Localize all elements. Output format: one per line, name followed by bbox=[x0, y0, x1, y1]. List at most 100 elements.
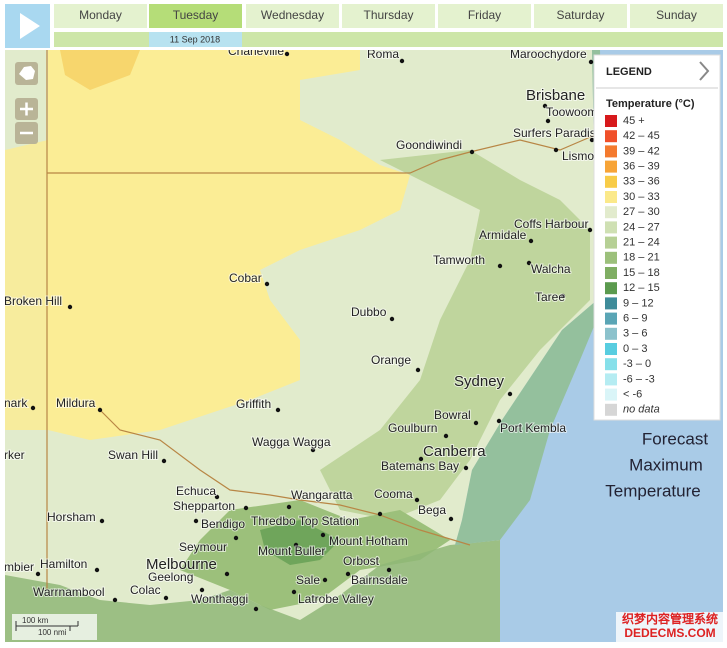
place-dot bbox=[469, 149, 475, 155]
place-dot bbox=[253, 606, 259, 612]
legend-items: 45 + 42 – 45 39 – 42 36 – 39 33 – 36 30 – 33 2… bbox=[605, 115, 660, 416]
place-label: Orbost bbox=[343, 554, 380, 568]
place-dot bbox=[507, 391, 513, 397]
legend-toggle[interactable] bbox=[699, 61, 710, 81]
day-tab[interactable] bbox=[149, 4, 242, 28]
place-dot bbox=[443, 433, 449, 439]
watermark: DEDECMS.COM bbox=[624, 626, 715, 640]
place-label: rker bbox=[4, 448, 25, 462]
day-tab[interactable] bbox=[630, 4, 723, 28]
legend-swatch bbox=[605, 343, 617, 355]
watermark: 织梦内容管理系统 bbox=[622, 611, 718, 626]
australia-icon bbox=[19, 66, 35, 80]
place-dot bbox=[35, 571, 41, 577]
day-tabs: Monday Tuesday Wednesday Thursday Friday Satu… bbox=[54, 4, 723, 28]
place-label: Batemans Bay bbox=[381, 459, 459, 473]
place-dot bbox=[224, 571, 230, 577]
legend-swatch bbox=[605, 358, 617, 371]
place-label: Latrobe Valley bbox=[298, 592, 374, 606]
place-dot bbox=[322, 577, 328, 583]
place-label: Dubbo bbox=[351, 305, 387, 319]
place-label: Surfers Paradise bbox=[513, 126, 603, 140]
place-dot bbox=[560, 293, 566, 299]
legend-swatch bbox=[605, 282, 617, 295]
legend-swatch bbox=[605, 267, 617, 279]
place-label: Horsham bbox=[47, 510, 96, 524]
place-dot bbox=[243, 505, 249, 511]
place-dot bbox=[293, 542, 299, 548]
legend-label: < -6 bbox=[623, 389, 642, 401]
overlay-title: Maximum bbox=[629, 455, 703, 474]
place-dot bbox=[275, 407, 281, 413]
legend-label: -6 – -3 bbox=[623, 373, 655, 385]
place-label: Seymour bbox=[179, 540, 227, 554]
legend-label: 45 + bbox=[623, 115, 645, 127]
sea-near-coast bbox=[5, 540, 500, 642]
place-label: Port Kembla bbox=[500, 421, 566, 435]
legend-label: 36 – 39 bbox=[623, 161, 660, 173]
day-tab[interactable] bbox=[438, 4, 531, 28]
legend-label: 30 – 33 bbox=[623, 191, 660, 203]
legend-label: 21 – 24 bbox=[623, 237, 660, 249]
legend-swatch bbox=[605, 388, 617, 401]
place-dot bbox=[526, 260, 532, 266]
place-label: Sydney bbox=[454, 373, 505, 390]
places: Charleville Roma MaroochydoreBrisbaneToowo… bbox=[4, 50, 612, 612]
day-label: Sunday bbox=[656, 8, 697, 22]
legend-label: 9 – 12 bbox=[623, 297, 654, 309]
place-dot bbox=[587, 227, 593, 233]
place-label: Wagga Wagga bbox=[252, 435, 331, 449]
day-label: Monday bbox=[79, 8, 122, 22]
place-label: nark bbox=[4, 396, 28, 410]
cold-zone bbox=[260, 520, 340, 565]
place-dot bbox=[377, 511, 383, 517]
hot-zone bbox=[60, 50, 140, 90]
place-label: Mildura bbox=[56, 396, 96, 410]
legend-swatch bbox=[605, 130, 617, 143]
legend-swatch bbox=[605, 327, 617, 340]
place-label: Walcha bbox=[531, 262, 571, 276]
day-tab[interactable] bbox=[246, 4, 339, 28]
place-label: Bega bbox=[418, 503, 446, 517]
place-label: Goondiwindi bbox=[396, 138, 462, 152]
place-dot bbox=[545, 118, 551, 124]
legend-label: 39 – 42 bbox=[623, 145, 660, 157]
legend-swatch bbox=[605, 297, 617, 310]
place-label: Bendigo bbox=[201, 517, 245, 531]
place-label: Shepparton bbox=[173, 499, 235, 513]
legend-subtitle: Temperature (°C) bbox=[606, 98, 695, 110]
place-dot bbox=[310, 447, 316, 453]
place-dot bbox=[463, 465, 469, 471]
legend-swatch bbox=[605, 251, 617, 264]
day-tab[interactable] bbox=[534, 4, 627, 28]
place-dot bbox=[112, 597, 118, 603]
place-dot bbox=[214, 494, 220, 500]
place-dot bbox=[67, 304, 73, 310]
place-dot bbox=[588, 59, 594, 65]
place-label: Brisbane bbox=[526, 87, 585, 104]
place-dot bbox=[415, 367, 421, 373]
day-label: Saturday bbox=[556, 8, 604, 22]
legend-label: 12 – 15 bbox=[623, 282, 660, 294]
place-dot bbox=[542, 103, 548, 109]
place-label: Armidale bbox=[479, 228, 527, 242]
place-label: Bowral bbox=[434, 408, 471, 422]
place-dot bbox=[161, 458, 167, 464]
place-dot bbox=[163, 595, 169, 601]
place-dot bbox=[399, 58, 405, 64]
legend-swatch bbox=[605, 145, 617, 158]
place-label: mbier bbox=[4, 560, 34, 574]
legend-swatch bbox=[605, 236, 617, 249]
coastal-band bbox=[455, 50, 605, 545]
place-label: Bairnsdale bbox=[351, 573, 408, 587]
legend-swatch bbox=[605, 191, 617, 203]
scale-nmi: 100 nmi bbox=[38, 628, 67, 637]
legend-swatch bbox=[605, 206, 617, 219]
day-tab[interactable] bbox=[54, 4, 147, 28]
place-dot bbox=[528, 238, 534, 244]
legend-swatch bbox=[605, 403, 617, 416]
place-label: Thredbo Top Station bbox=[251, 514, 359, 528]
place-dot bbox=[193, 518, 199, 524]
day-tab[interactable] bbox=[342, 4, 435, 28]
